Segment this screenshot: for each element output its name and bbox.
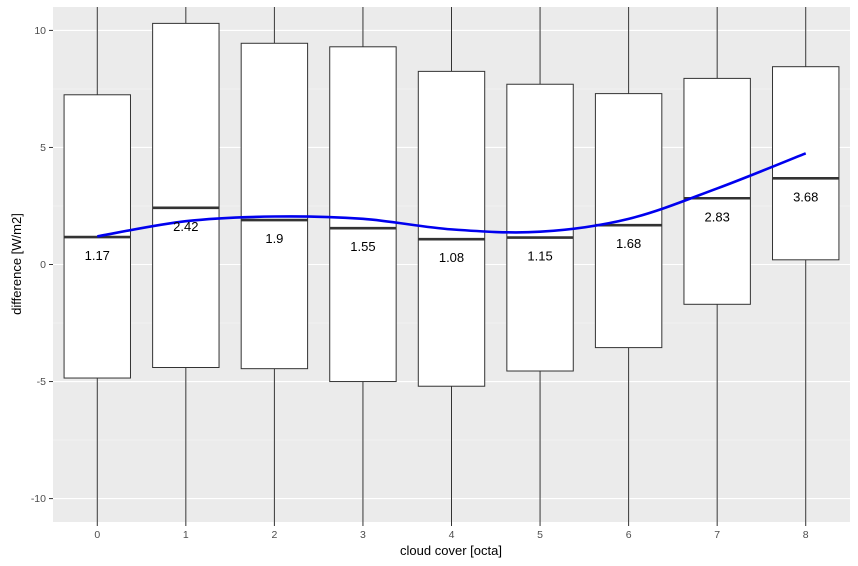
trend-line-layer	[97, 152, 807, 238]
whiskers	[96, 7, 807, 522]
box-body	[683, 77, 751, 305]
y-tick-label: -10	[31, 493, 46, 505]
y-axis-title: difference [W/m2]	[9, 213, 24, 315]
median-value-label: 1.9	[265, 231, 283, 246]
x-tick-label: 3	[360, 529, 366, 541]
median-value-label: 1.55	[350, 239, 375, 254]
median-value-label: 1.17	[85, 248, 110, 263]
boxes	[63, 22, 840, 387]
x-axis: 0 1 2 3 4 5 6 7 8	[94, 522, 809, 541]
y-tick-label: 5	[40, 142, 46, 154]
y-tick-label: 10	[34, 25, 46, 37]
x-tick-label: 8	[803, 529, 809, 541]
x-tick-label: 6	[626, 529, 632, 541]
median-value-label: 1.15	[527, 249, 552, 264]
box-body	[329, 46, 397, 383]
box-body	[240, 42, 309, 370]
x-tick-label: 0	[94, 529, 100, 541]
median-value-label: 1.08	[439, 250, 464, 265]
y-tick-label: -5	[37, 376, 46, 388]
box-body	[152, 22, 220, 369]
x-axis-title: cloud cover [octa]	[400, 543, 502, 558]
median-value-label: 1.68	[616, 236, 641, 251]
x-tick-label: 2	[271, 529, 277, 541]
x-tick-label: 7	[714, 529, 720, 541]
median-value-label: 3.68	[793, 189, 818, 204]
median-value-label: 2.42	[173, 219, 198, 234]
trend-line	[97, 152, 807, 238]
median-value-label: 2.83	[705, 209, 730, 224]
x-tick-label: 4	[449, 529, 455, 541]
y-axis: -10 -5 0 5 10	[31, 25, 53, 505]
box-body	[594, 93, 663, 349]
x-tick-label: 1	[183, 529, 189, 541]
y-tick-label: 0	[40, 259, 46, 271]
box-body	[506, 83, 574, 372]
x-tick-label: 5	[537, 529, 543, 541]
median-labels: 1.17 2.42 1.9 1.55 1.08 1.15 1.68 2.83 3.68	[85, 189, 819, 265]
